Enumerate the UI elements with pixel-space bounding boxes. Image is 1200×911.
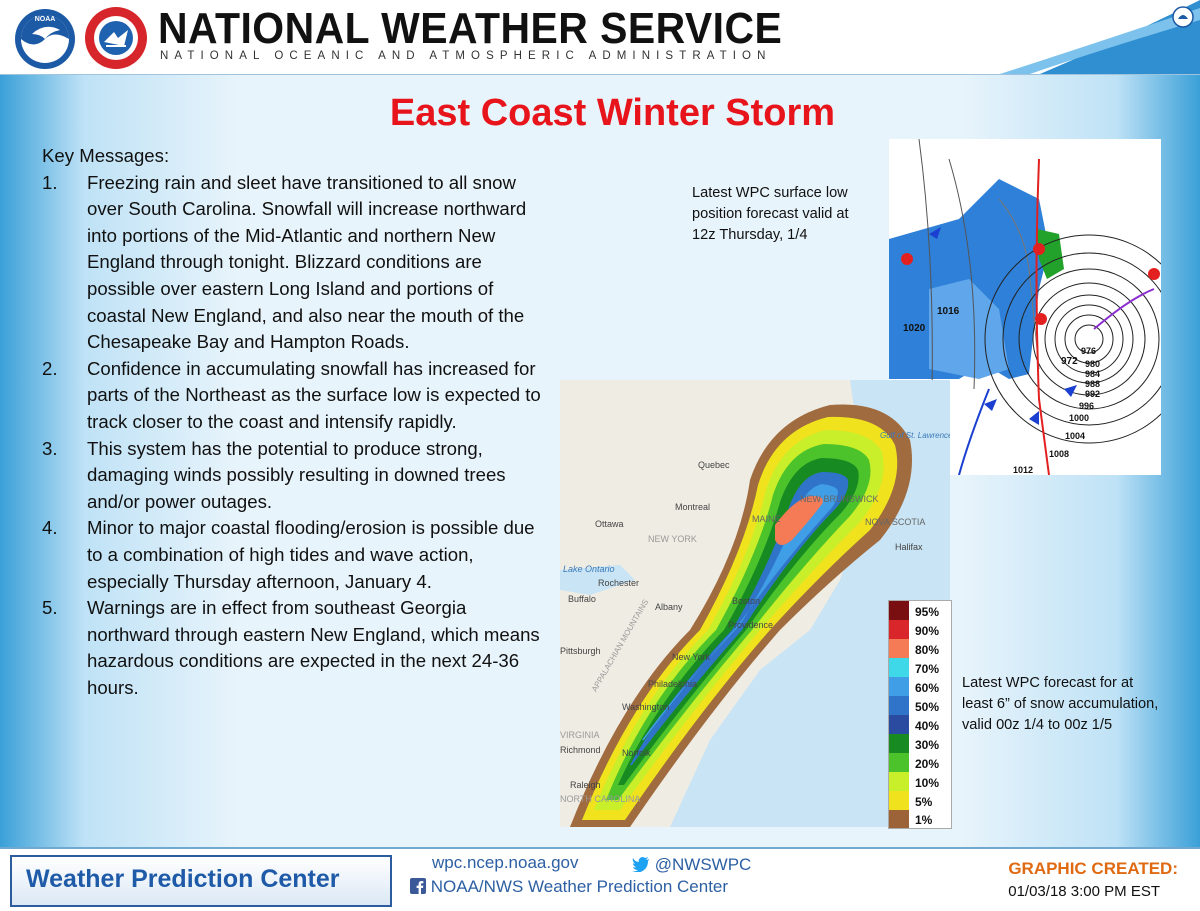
nws-logo	[85, 7, 147, 69]
legend-label: 20%	[915, 757, 940, 771]
legend-swatch	[889, 620, 909, 639]
legend-label: 70%	[915, 662, 940, 676]
agency-title: NATIONAL WEATHER SERVICE	[158, 4, 783, 53]
legend-label: 95%	[915, 605, 940, 619]
legend-label: 90%	[915, 624, 940, 638]
header-swoosh-decoration	[1000, 0, 1200, 74]
isobar-label: 980	[1085, 359, 1100, 369]
isobar-label: 992	[1085, 389, 1100, 399]
footer: Weather Prediction Center wpc.ncep.noaa.…	[0, 847, 1200, 911]
snow-probability-legend: 95% 90% 80% 70% 60% 50% 40% 30% 20% 10% …	[888, 600, 952, 829]
key-messages: Key Messages: 1. Freezing rain and sleet …	[42, 143, 542, 701]
doc-seal-icon	[1172, 6, 1194, 28]
map-place-label: Quebec	[698, 460, 730, 470]
isobar-label: 972	[1061, 356, 1078, 367]
map-place-label: MAINE	[752, 514, 781, 524]
isobar-label: 988	[1085, 379, 1100, 389]
legend-swatch	[889, 677, 909, 696]
isobar-label: 1008	[1049, 449, 1069, 459]
isobar-label: 976	[1081, 346, 1096, 356]
snow-map-graphic: Quebec Montreal Ottawa Lake Ontario Roch…	[560, 380, 950, 827]
map-place-label: Lake Ontario	[563, 564, 615, 574]
twitter-handle: @NWSWPC	[654, 855, 752, 874]
map-place-label: Philadelphia	[648, 679, 697, 689]
surface-map-graphic: 1020 1016 972 976 980 984 988 992 996 10…	[889, 139, 1161, 475]
legend-label: 1%	[915, 813, 933, 827]
key-messages-heading: Key Messages:	[42, 145, 170, 166]
website-link[interactable]: wpc.ncep.noaa.gov	[432, 853, 579, 872]
map-place-label: NEW BRUNSWICK	[800, 494, 879, 504]
legend-swatch	[889, 734, 909, 753]
map-place-label: Raleigh	[570, 780, 601, 790]
legend-swatch	[889, 658, 909, 677]
noaa-logo-text: NOAA	[35, 16, 56, 23]
wpc-label: Weather Prediction Center	[26, 865, 340, 893]
twitter-icon	[632, 857, 649, 873]
facebook-name: NOAA/NWS Weather Prediction Center	[430, 877, 729, 896]
agency-subtitle: NATIONAL OCEANIC AND ATMOSPHERIC ADMINIS…	[160, 50, 772, 62]
isobar-label: 1000	[1069, 413, 1089, 423]
legend-label: 50%	[915, 700, 940, 714]
map-place-label: Buffalo	[568, 594, 596, 604]
map-place-label: Boston	[732, 596, 760, 606]
map-place-label: Richmond	[560, 745, 601, 755]
page-title: East Coast Winter Storm	[389, 92, 836, 134]
key-message: 1. Freezing rain and sleet have transitio…	[42, 171, 527, 353]
map-place-label: NORTH CAROLINA	[560, 794, 640, 804]
map-place-label: NOVA SCOTIA	[865, 517, 925, 527]
legend-label: 5%	[915, 795, 933, 809]
legend-swatch	[889, 772, 909, 791]
snow-probability-map: Quebec Montreal Ottawa Lake Ontario Roch…	[560, 380, 950, 827]
legend-swatch	[889, 715, 909, 734]
facebook-icon	[410, 878, 426, 894]
isobar-label: 1012	[1013, 465, 1033, 475]
legend-label: 80%	[915, 643, 940, 657]
map-place-label: Gulf of St. Lawrence	[880, 431, 950, 440]
surface-map-caption: Latest WPC surface low position forecast…	[692, 185, 849, 243]
map-place-label: Norfolk	[622, 748, 651, 758]
snow-map-caption: Latest WPC forecast for at least 6” of s…	[962, 675, 1159, 733]
surface-low-map: 1020 1016 972 976 980 984 988 992 996 10…	[889, 139, 1161, 475]
legend-swatch	[889, 601, 909, 620]
map-place-label: Montreal	[675, 502, 710, 512]
facebook-link[interactable]: NOAA/NWS Weather Prediction Center	[410, 877, 728, 897]
map-place-label: New York	[672, 652, 711, 662]
isobar-label: 1004	[1065, 431, 1085, 441]
legend-label: 30%	[915, 738, 940, 752]
map-place-label: Rochester	[598, 578, 639, 588]
key-message: 3. This system has the potential to produ…	[42, 437, 506, 512]
isobar-label: 996	[1079, 401, 1094, 411]
twitter-link[interactable]: @NWSWPC	[632, 855, 751, 875]
header: NOAA NATIONAL WEATHER SERVICE NATIONAL O…	[0, 0, 1200, 75]
map-place-label: NEW YORK	[648, 534, 697, 544]
map-place-label: Ottawa	[595, 519, 624, 529]
key-message: 5. Warnings are in effect from southeast …	[42, 597, 540, 698]
map-place-label: Pittsburgh	[560, 646, 601, 656]
map-place-label: Albany	[655, 602, 683, 612]
noaa-logo: NOAA	[15, 9, 75, 69]
legend-label: 10%	[915, 776, 940, 790]
isobar-label: 1020	[903, 323, 926, 334]
legend-swatch	[889, 753, 909, 772]
legend-label: 60%	[915, 681, 940, 695]
graphic-created-label: GRAPHIC CREATED:	[1008, 859, 1178, 878]
legend-swatch	[889, 696, 909, 715]
legend-swatch	[889, 791, 909, 810]
map-place-label: Washington	[622, 702, 669, 712]
graphic-created-date: 01/03/18 3:00 PM EST	[1008, 883, 1160, 900]
map-place-label: Providence	[728, 620, 773, 630]
map-place-label: Halifax	[895, 542, 923, 552]
map-place-label: VIRGINIA	[560, 730, 600, 740]
legend-label: 40%	[915, 719, 940, 733]
wpc-banner: Weather Prediction Center	[10, 855, 392, 907]
legend-swatch	[889, 810, 909, 828]
isobar-label: 984	[1085, 369, 1100, 379]
key-message: 4. Minor to major coastal flooding/erosio…	[42, 517, 535, 592]
key-message: 2. Confidence in accumulating snowfall ha…	[42, 357, 541, 432]
isobar-label: 1016	[937, 306, 960, 317]
legend-swatch	[889, 639, 909, 658]
